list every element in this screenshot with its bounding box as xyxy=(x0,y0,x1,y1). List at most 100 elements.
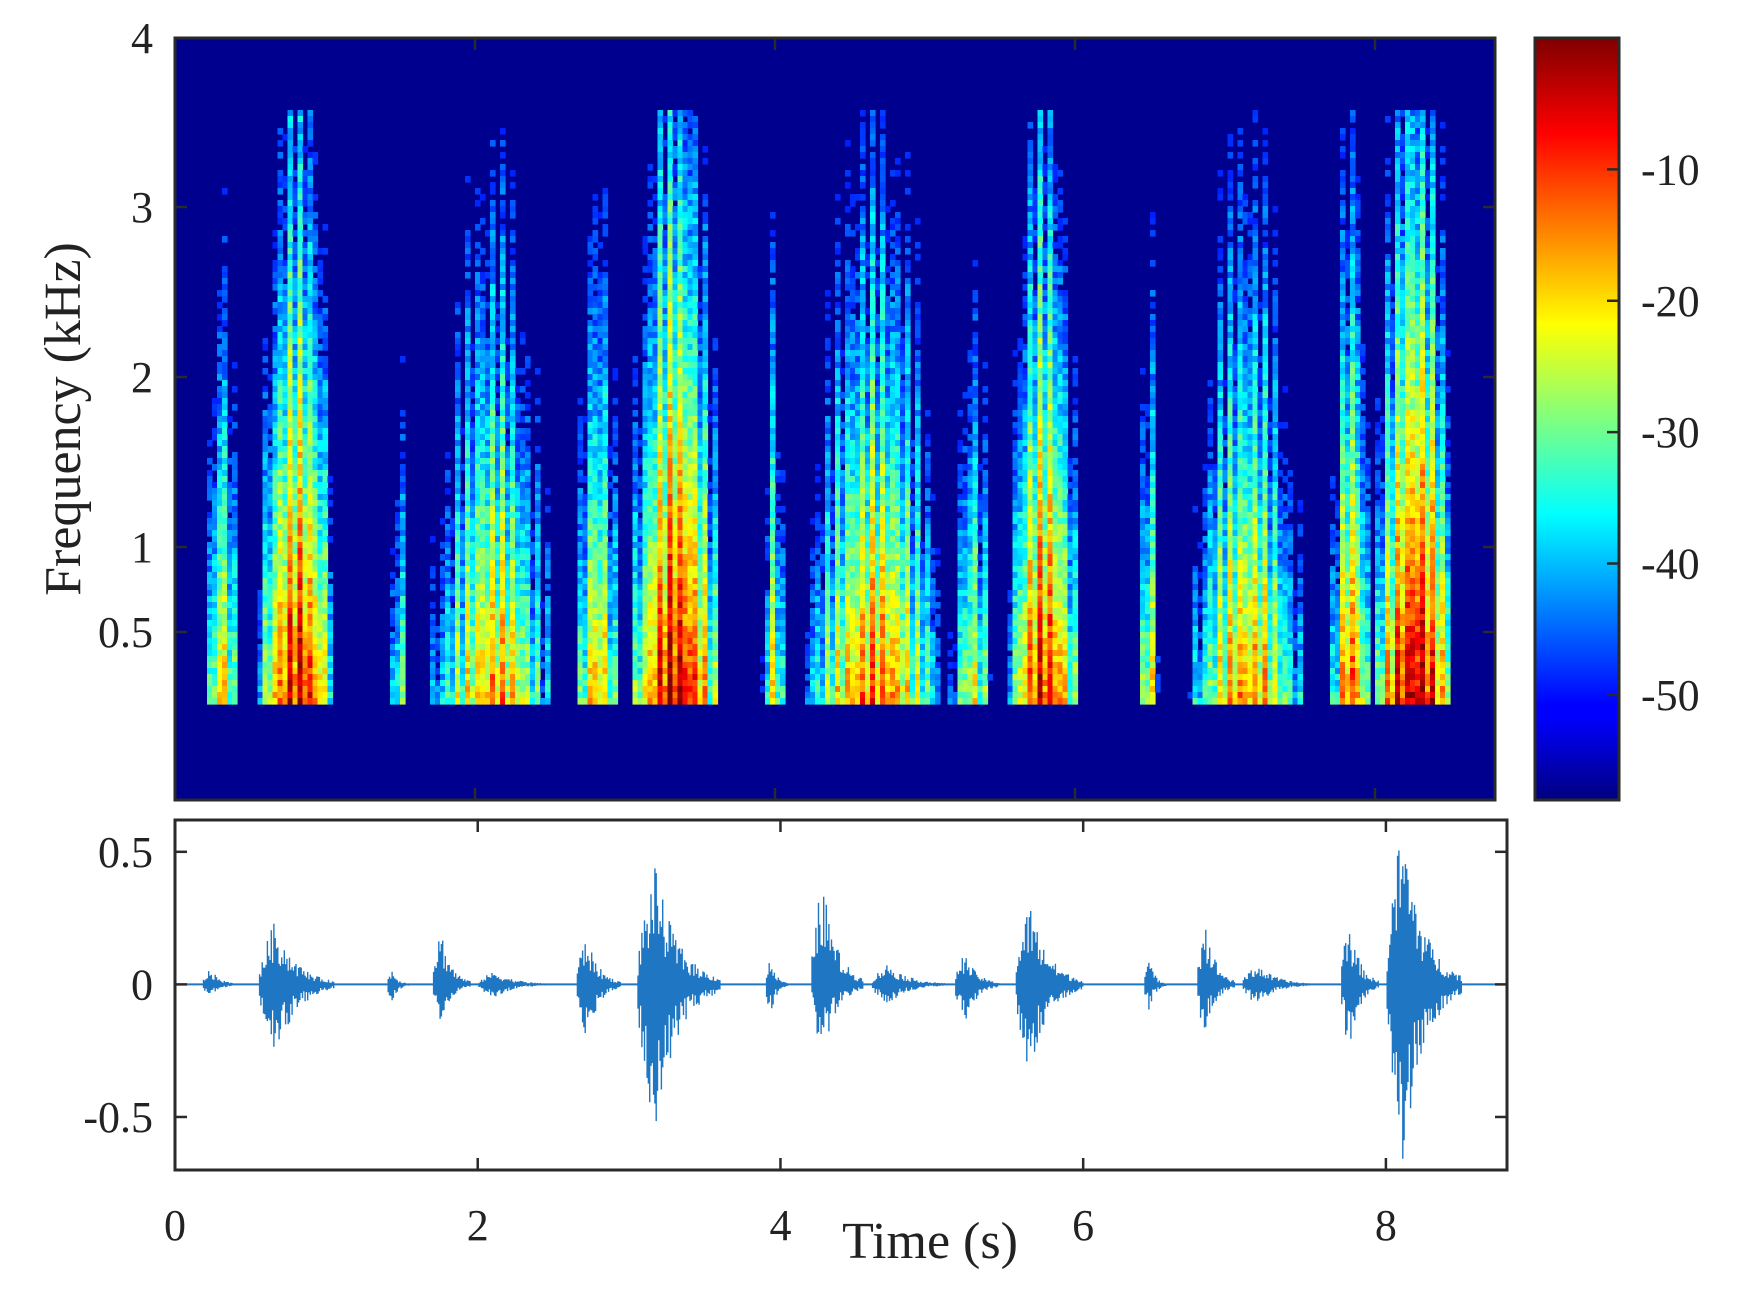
spectrogram-cell xyxy=(692,164,699,171)
spectrogram-cell xyxy=(692,200,699,207)
spectrogram-cell xyxy=(282,692,289,699)
spectrogram-cell xyxy=(262,422,269,429)
spectrogram-cell xyxy=(672,248,679,255)
spectrogram-cell xyxy=(272,662,279,669)
spectrogram-cell xyxy=(687,356,694,363)
spectrogram-cell xyxy=(282,404,289,411)
spectrogram-cell xyxy=(212,620,218,627)
spectrogram-cell xyxy=(647,512,654,519)
spectrogram-cell xyxy=(597,464,604,471)
spectrogram-cell xyxy=(637,494,644,501)
spectrogram-cell xyxy=(287,668,294,675)
spectrogram-cell xyxy=(470,680,476,687)
spectrogram-cell xyxy=(302,314,309,321)
spectrogram-cell xyxy=(262,566,269,573)
spectrogram-cell xyxy=(642,536,649,543)
spectrogram-cell xyxy=(307,530,314,537)
spectrogram-cell xyxy=(672,194,679,201)
spectrogram-cell xyxy=(312,446,319,453)
spectrogram-cell xyxy=(390,638,396,645)
spectrogram-cell xyxy=(672,530,679,537)
spectrogram-cell xyxy=(217,632,223,639)
spectrogram-cell xyxy=(682,230,689,237)
spectrogram-cell xyxy=(510,182,516,189)
spectrogram-cell xyxy=(525,500,531,507)
spectrogram-cell xyxy=(500,278,506,285)
spectrogram-cell xyxy=(470,512,476,519)
spectrogram-cell xyxy=(500,260,506,267)
spectrogram-cell xyxy=(672,332,679,339)
spectrogram-cell xyxy=(525,668,531,675)
spectrogram-cell xyxy=(307,566,314,573)
spectrogram-cell xyxy=(430,602,436,609)
spectrogram-cell xyxy=(450,578,456,585)
spectrogram-cell xyxy=(587,374,594,381)
spectrogram-cell xyxy=(212,584,218,591)
spectrogram-cell xyxy=(287,206,294,213)
spectrogram-cell xyxy=(612,698,619,705)
spectrogram-cell xyxy=(232,626,238,633)
spectrogram-cell xyxy=(647,446,654,453)
spectrogram-cell xyxy=(312,656,319,663)
spectrogram-cell xyxy=(395,500,401,507)
spectrogram-cell xyxy=(282,698,289,705)
spectrogram-cell xyxy=(697,500,704,507)
spectrogram-cell xyxy=(672,164,679,171)
spectrogram-cell xyxy=(297,578,304,585)
spectrogram-cell xyxy=(400,482,406,489)
spectrogram-cell xyxy=(307,356,314,363)
spectrogram-cell xyxy=(840,602,846,609)
spectrogram-cell xyxy=(282,350,289,357)
spectrogram-cell xyxy=(657,368,664,375)
spectrogram-cell xyxy=(267,626,274,633)
spectrogram-cell xyxy=(515,602,521,609)
spectrogram-cell xyxy=(292,584,299,591)
spectrogram-cell xyxy=(440,662,446,669)
spectrogram-cell xyxy=(302,194,309,201)
spectrogram-cell xyxy=(277,344,284,351)
spectrogram-cell xyxy=(277,668,284,675)
spectrogram-cell xyxy=(222,410,228,417)
spectrogram-cell xyxy=(775,584,781,591)
spectrogram-cell xyxy=(282,380,289,387)
spectrogram-cell xyxy=(510,470,516,477)
spectrogram-cell xyxy=(212,404,218,411)
spectrogram-cell xyxy=(222,464,228,471)
spectrogram-cell xyxy=(592,350,599,357)
spectrogram-cell xyxy=(282,548,289,555)
spectrogram-cell xyxy=(500,476,506,483)
spectrogram-cell xyxy=(465,350,471,357)
spectrogram-cell xyxy=(672,122,679,129)
spectrogram-cell xyxy=(395,536,401,543)
spectrogram-cell xyxy=(602,512,609,519)
spectrogram-cell xyxy=(302,260,309,267)
spectrogram-cell xyxy=(217,368,223,375)
spectrogram-cell xyxy=(587,632,594,639)
spectrogram-cell xyxy=(307,434,314,441)
spectrogram-cell xyxy=(465,464,471,471)
spectrogram-cell xyxy=(657,272,664,279)
spectrogram-cell xyxy=(662,680,669,687)
spectrogram-cell xyxy=(272,572,279,579)
spectrogram-cell xyxy=(835,584,841,591)
spectrogram-cell xyxy=(450,638,456,645)
spectrogram-cell xyxy=(475,296,481,303)
spectrogram-cell xyxy=(647,572,654,579)
spectrogram-cell xyxy=(312,290,319,297)
spectrogram-cell xyxy=(602,614,609,621)
spectrogram-cell xyxy=(455,476,461,483)
spectrogram-cell xyxy=(312,326,319,333)
spectrogram-cell xyxy=(662,464,669,471)
spectrogram-cell xyxy=(597,428,604,435)
spectrogram-cell xyxy=(465,644,471,651)
spectrogram-cell xyxy=(587,338,594,345)
spectrogram-cell xyxy=(682,308,689,315)
spectrogram-cell xyxy=(222,188,228,195)
spectrogram-cell xyxy=(312,302,319,309)
spectrogram-cell xyxy=(687,200,694,207)
spectrogram-cell xyxy=(597,278,604,285)
spectrogram-cell xyxy=(780,530,786,537)
spectrogram-cell xyxy=(835,386,841,393)
spectrogram-cell xyxy=(667,248,674,255)
spectrogram-cell xyxy=(657,206,664,213)
